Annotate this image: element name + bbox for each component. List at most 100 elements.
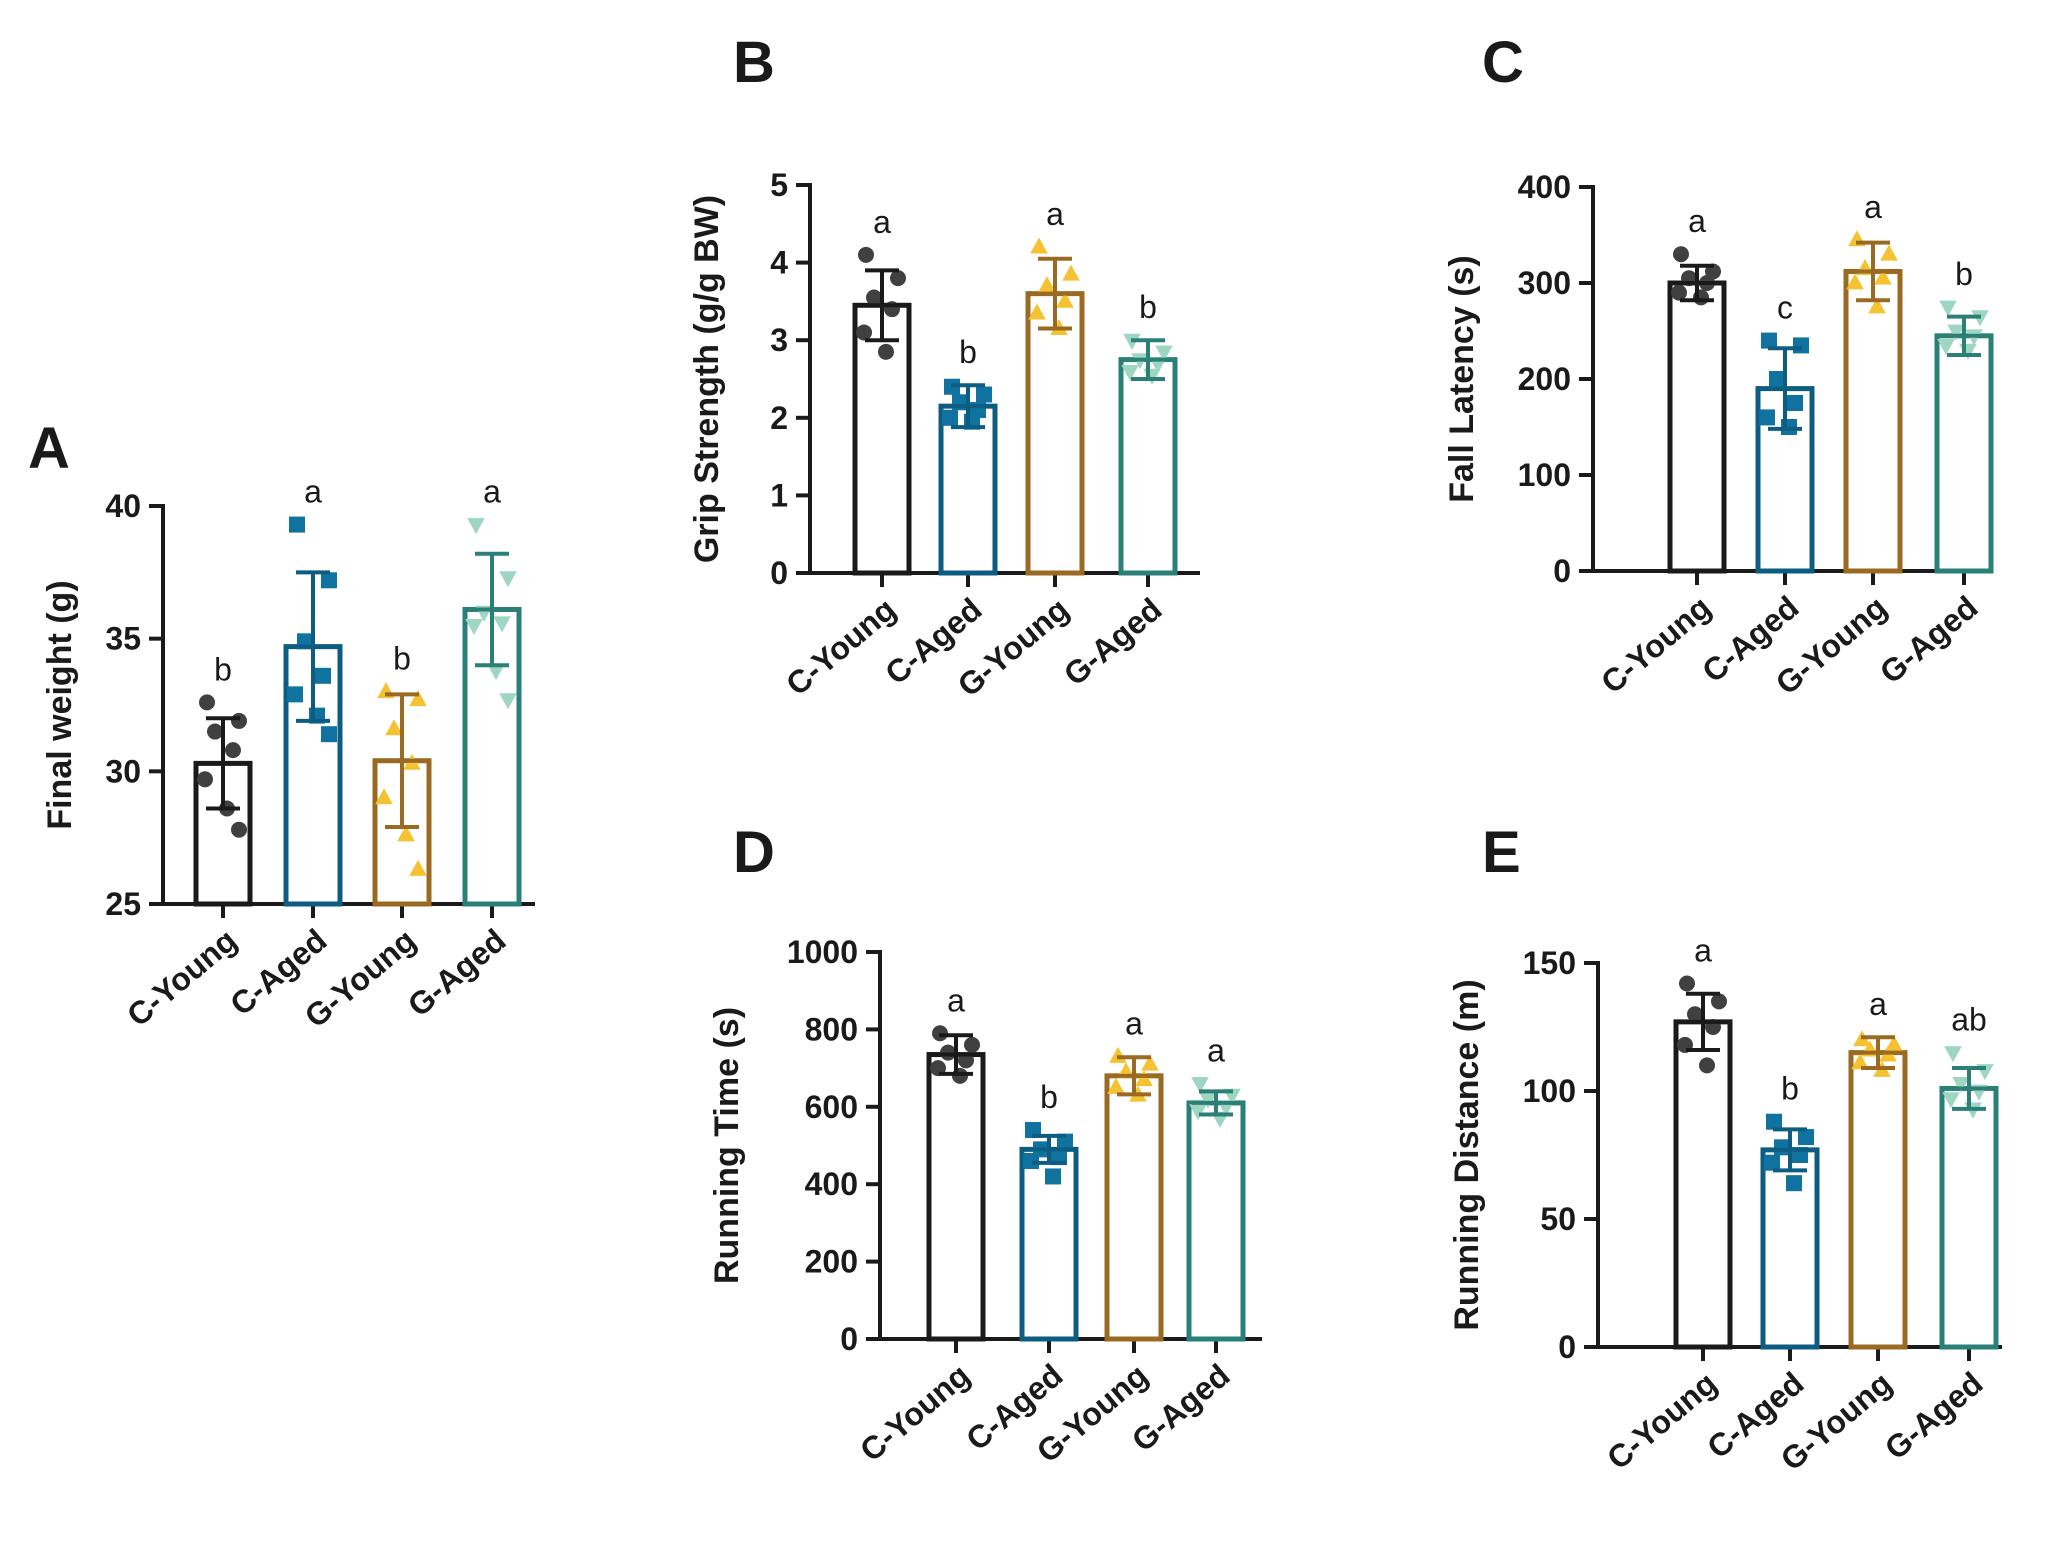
bar xyxy=(1118,357,1178,576)
panel-d: D 0 200 400 600 800 1000 Running Time (s) C-Youn… xyxy=(708,820,1262,1470)
x-tick-label: G-Aged xyxy=(1057,591,1169,693)
y-tick-label: 1 xyxy=(770,477,788,513)
bar xyxy=(1934,333,1994,574)
bar xyxy=(1025,291,1085,576)
significance-letter: c xyxy=(1777,290,1793,326)
data-point xyxy=(1761,332,1777,349)
data-point xyxy=(1135,1070,1153,1087)
data-point xyxy=(878,343,894,360)
y-tick-label: 4 xyxy=(770,245,788,281)
data-point xyxy=(1711,993,1727,1010)
x-tick-label: G-Aged xyxy=(401,922,513,1024)
data-point xyxy=(207,723,223,740)
data-point xyxy=(231,712,247,729)
y-axis-label: Grip Strength (g/g BW) xyxy=(688,195,726,563)
data-point xyxy=(1944,1046,1962,1063)
y-tick-label: 100 xyxy=(1523,1073,1576,1109)
x-tick-label: C-Young xyxy=(779,591,902,703)
y-tick-label: 300 xyxy=(1518,265,1571,301)
x-tick-label: C-Young xyxy=(1600,1365,1723,1477)
y-axis-label: Running Distance (m) xyxy=(1448,979,1486,1330)
bar xyxy=(1186,1100,1246,1342)
data-point xyxy=(1798,1129,1814,1146)
data-point xyxy=(856,324,872,341)
bar xyxy=(926,1052,986,1342)
y-tick-label: 0 xyxy=(1558,1329,1576,1365)
data-point xyxy=(1769,371,1785,387)
data-point xyxy=(1107,1077,1125,1094)
data-point xyxy=(1851,1053,1869,1070)
significance-letter: b xyxy=(959,334,977,370)
data-point xyxy=(499,693,517,710)
y-tick-label: 0 xyxy=(1553,553,1571,589)
data-point xyxy=(1062,264,1080,281)
panel-letter: B xyxy=(733,30,775,95)
significance-letter: a xyxy=(1688,203,1706,239)
data-point xyxy=(976,386,992,403)
data-point xyxy=(231,821,247,838)
data-point xyxy=(287,686,303,703)
panel-letter: E xyxy=(1482,820,1521,885)
data-point xyxy=(1942,1092,1960,1109)
data-point xyxy=(289,516,305,533)
bar xyxy=(1104,1073,1164,1342)
y-tick-label: 25 xyxy=(105,886,141,922)
bar xyxy=(1848,1050,1908,1350)
data-point xyxy=(1699,1057,1715,1074)
x-tick-label: C-Young xyxy=(853,1357,976,1469)
y-axis-label: Final weight (g) xyxy=(41,580,79,829)
data-point xyxy=(225,742,241,759)
data-point xyxy=(1937,339,1955,355)
y-tick-label: 35 xyxy=(105,621,141,657)
y-tick-label: 100 xyxy=(1518,457,1571,493)
data-point xyxy=(964,1036,980,1053)
data-point xyxy=(1874,268,1892,285)
x-tick-label: C-Young xyxy=(1594,589,1717,701)
panel-letter: A xyxy=(28,416,70,481)
bar xyxy=(1667,280,1727,574)
significance-letter: a xyxy=(873,204,891,240)
y-tick-label: 150 xyxy=(1523,945,1576,981)
data-point xyxy=(1155,345,1173,362)
significance-letter: b xyxy=(1781,1071,1799,1107)
data-point xyxy=(1846,273,1864,290)
y-tick-label: 30 xyxy=(105,753,141,789)
data-point xyxy=(1056,291,1074,308)
data-point xyxy=(1045,1168,1061,1185)
y-tick-label: 0 xyxy=(840,1321,858,1357)
y-tick-label: 0 xyxy=(770,555,788,591)
data-point xyxy=(1673,246,1689,263)
significance-letter: b xyxy=(393,641,411,677)
data-point xyxy=(1868,297,1886,314)
data-point xyxy=(1952,1076,1970,1093)
significance-letter: a xyxy=(304,474,322,510)
significance-letter: a xyxy=(947,982,965,1018)
data-point xyxy=(493,616,511,633)
panel-letter: C xyxy=(1482,30,1524,95)
bar xyxy=(1843,268,1903,574)
data-point xyxy=(375,788,393,805)
data-point xyxy=(1143,368,1161,385)
data-point xyxy=(1028,303,1046,320)
y-tick-label: 200 xyxy=(805,1244,858,1280)
data-point xyxy=(321,572,337,589)
y-tick-label: 5 xyxy=(770,167,788,203)
data-point xyxy=(866,289,882,306)
y-tick-label: 400 xyxy=(805,1166,858,1202)
data-point xyxy=(942,409,958,426)
data-point xyxy=(1141,1054,1159,1071)
data-point xyxy=(1764,1154,1780,1171)
x-tick-label: G-Aged xyxy=(1873,589,1985,691)
data-point xyxy=(409,859,427,876)
data-point xyxy=(467,518,485,535)
data-point xyxy=(1687,1006,1703,1023)
data-point xyxy=(1759,409,1775,426)
y-axis-label: Fall Latency (s) xyxy=(1443,255,1481,503)
data-point xyxy=(1023,1152,1039,1169)
data-point xyxy=(1189,1104,1207,1121)
bar xyxy=(1939,1085,1999,1350)
